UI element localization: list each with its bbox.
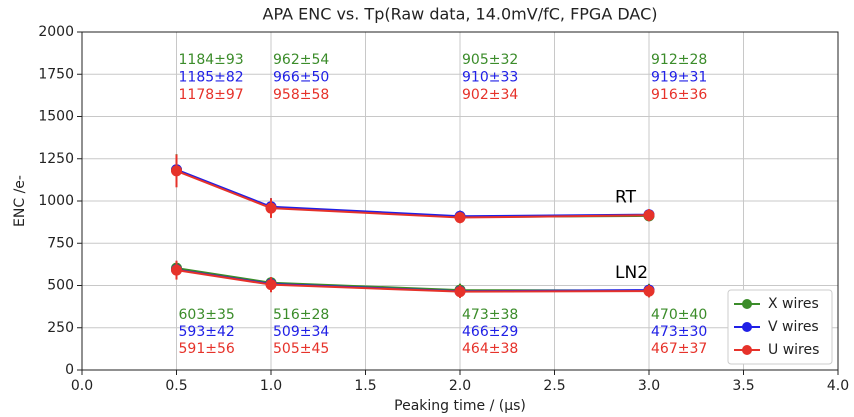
line <box>176 267 650 292</box>
data-label: 912±28 <box>651 52 707 68</box>
data-label: 593±42 <box>179 324 235 340</box>
plot-frame <box>81 31 839 371</box>
point <box>643 285 655 297</box>
data-label: 1185±82 <box>179 70 244 86</box>
data-label: 902±34 <box>462 87 518 103</box>
legend-marker <box>742 299 752 309</box>
data-label: 1178±97 <box>179 87 244 103</box>
data-label: 591±56 <box>179 341 235 357</box>
x-tick-label: 0.0 <box>71 378 93 394</box>
legend-label: X wires <box>768 296 819 312</box>
legend-label: U wires <box>768 342 819 358</box>
y-tick-label: 1000 <box>38 193 74 209</box>
point <box>643 209 655 221</box>
x-tick-label: 2.5 <box>543 378 565 394</box>
legend-label: V wires <box>768 319 819 335</box>
y-tick-label: 1250 <box>38 151 74 167</box>
data-label: 958±58 <box>273 87 329 103</box>
y-tick-label: 1750 <box>38 66 74 82</box>
line <box>176 169 650 219</box>
data-label: 1184±93 <box>179 52 244 68</box>
y-tick-label: 500 <box>47 278 74 294</box>
point <box>265 279 277 291</box>
data-label: 505±45 <box>273 341 329 357</box>
x-tick-label: 1.0 <box>260 378 282 394</box>
x-tick-label: 3.5 <box>732 378 754 394</box>
chart-title: APA ENC vs. Tp(Raw data, 14.0mV/fC, FPGA… <box>263 5 658 24</box>
data-label: 910±33 <box>462 70 518 86</box>
x-axis-label: Peaking time / (μs) <box>394 398 526 414</box>
data-label: 509±34 <box>273 324 329 340</box>
x-tick-label: 1.5 <box>354 378 376 394</box>
point <box>265 202 277 214</box>
data-label: 962±54 <box>273 52 329 68</box>
line <box>176 168 650 218</box>
annotation: LN2 <box>615 263 648 283</box>
point <box>454 212 466 224</box>
data-label: 516±28 <box>273 307 329 323</box>
line <box>176 168 650 219</box>
data-label: 905±32 <box>462 52 518 68</box>
legend-box <box>727 289 833 365</box>
data-label: 467±37 <box>651 341 707 357</box>
data-label: 473±30 <box>651 324 707 340</box>
data-label: 466±29 <box>462 324 518 340</box>
annotation: RT <box>615 188 637 208</box>
y-tick-label: 2000 <box>38 24 74 40</box>
x-tick-label: 3.0 <box>638 378 660 394</box>
legend-marker <box>742 345 752 355</box>
point <box>171 165 182 177</box>
x-tick-label: 0.5 <box>165 378 187 394</box>
line <box>176 269 650 293</box>
y-tick-label: 0 <box>65 362 74 378</box>
data-label: 473±38 <box>462 307 518 323</box>
y-tick-label: 750 <box>47 235 74 251</box>
data-label: 470±40 <box>651 307 707 323</box>
data-label: 919±31 <box>651 70 707 86</box>
point <box>454 286 466 298</box>
data-label: 916±36 <box>651 87 707 103</box>
data-label: 966±50 <box>273 70 329 86</box>
data-label: 603±35 <box>179 307 235 323</box>
y-tick-label: 250 <box>47 320 74 336</box>
point <box>171 264 182 276</box>
x-tick-label: 4.0 <box>827 378 849 394</box>
y-axis-label: ENC /e- <box>12 175 28 227</box>
y-tick-label: 1500 <box>38 109 74 125</box>
legend-marker <box>742 322 752 332</box>
x-tick-label: 2.0 <box>449 378 471 394</box>
data-label: 464±38 <box>462 341 518 357</box>
